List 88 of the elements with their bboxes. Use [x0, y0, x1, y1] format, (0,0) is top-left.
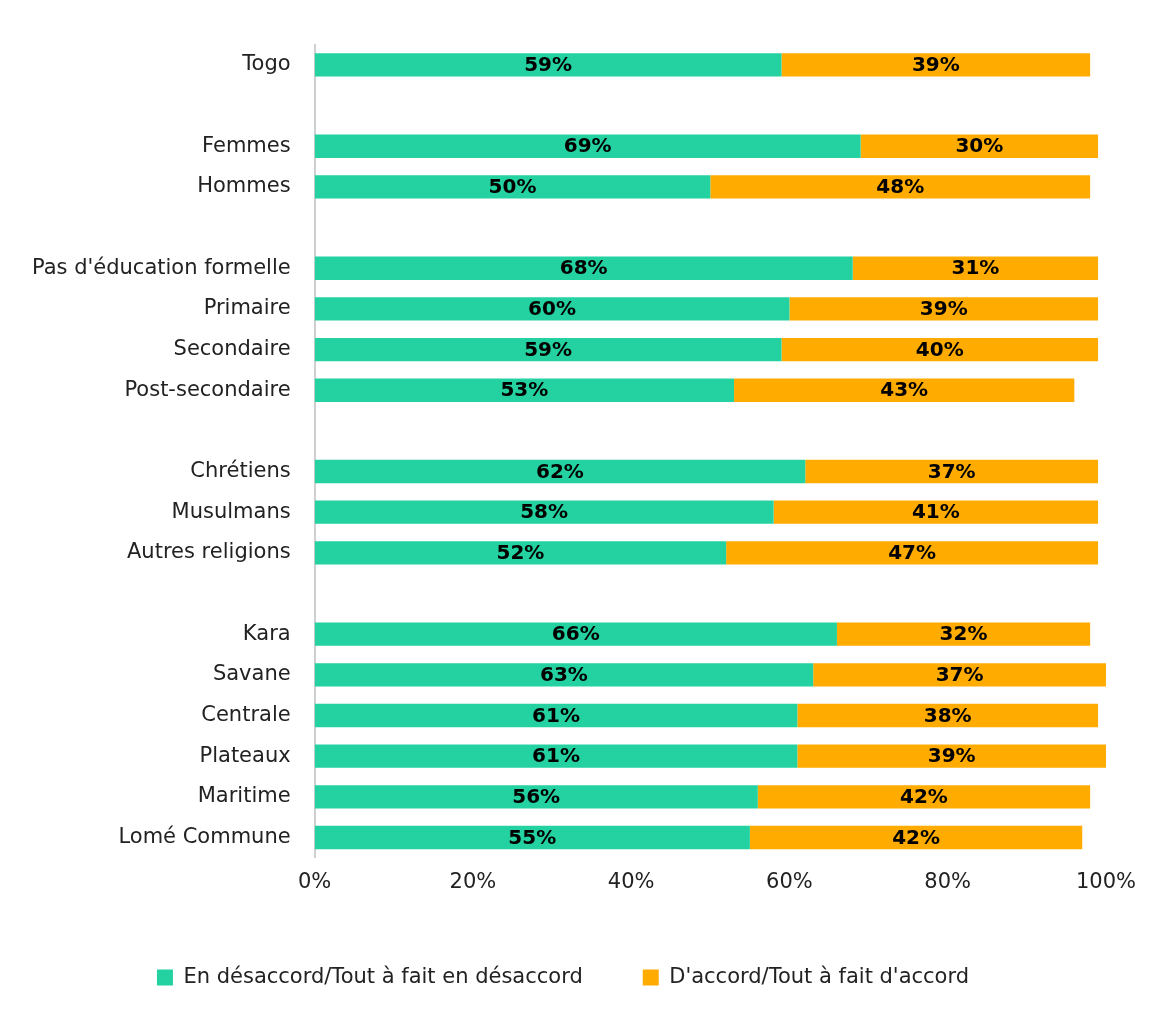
y-tick-label: Hommes	[197, 173, 291, 198]
y-tick-label: Secondaire	[173, 336, 291, 360]
x-tick-label: 100%	[1075, 868, 1137, 893]
data-label: 52%	[496, 540, 545, 565]
bar	[314, 53, 782, 77]
data-label: 69%	[563, 133, 612, 158]
y-tick-label: Chrétiens	[190, 457, 291, 482]
bar	[314, 337, 782, 362]
bar	[314, 256, 853, 280]
bar	[314, 622, 837, 646]
y-tick-label: Plateaux	[199, 742, 291, 767]
x-tick-label: 20%	[449, 868, 497, 893]
bar	[314, 134, 861, 158]
bar	[314, 825, 750, 850]
data-label: 37%	[935, 662, 984, 687]
y-tick-label: Autres religions	[127, 539, 291, 564]
bar	[314, 541, 727, 565]
bar	[710, 175, 1091, 199]
bar	[726, 541, 1099, 565]
bar	[773, 500, 1099, 524]
data-label: 41%	[911, 499, 960, 524]
data-label: 47%	[888, 540, 937, 565]
bar	[314, 744, 798, 768]
y-tick-label: Pas d'éducation formelle	[32, 254, 291, 279]
data-label: 39%	[927, 743, 976, 768]
data-label: 31%	[951, 255, 1000, 280]
data-label: 62%	[536, 458, 584, 483]
y-tick-label: Femmes	[202, 132, 291, 157]
data-label: 61%	[532, 702, 580, 727]
data-label: 68%	[559, 255, 608, 280]
bar	[757, 785, 1091, 809]
data-label: 53%	[500, 377, 549, 402]
data-label: 42%	[892, 824, 940, 849]
x-tick-label: 40%	[607, 868, 655, 893]
data-label: 42%	[900, 784, 948, 809]
data-label: 48%	[876, 174, 925, 199]
bar	[314, 703, 798, 728]
y-tick-label: Musulmans	[171, 498, 291, 523]
data-label: 56%	[512, 784, 561, 809]
bar	[797, 703, 1099, 728]
bar	[314, 175, 711, 199]
bar	[805, 459, 1099, 484]
data-label: 30%	[955, 133, 1004, 158]
bar	[314, 297, 790, 321]
bar	[314, 459, 806, 484]
bar	[789, 297, 1099, 321]
bar	[781, 337, 1099, 362]
bar	[852, 256, 1099, 280]
data-label: 59%	[524, 52, 573, 77]
bar	[734, 378, 1075, 402]
bar	[314, 500, 774, 524]
data-label: 66%	[551, 621, 600, 646]
bar	[781, 53, 1091, 77]
data-label: 38%	[923, 702, 972, 727]
y-tick-label: Lomé Commune	[118, 823, 291, 848]
y-tick-label: Primaire	[203, 295, 291, 320]
bar	[749, 825, 1083, 850]
bar	[314, 378, 735, 402]
y-tick-label: Maritime	[197, 783, 291, 808]
data-label: 60%	[528, 296, 576, 321]
bar	[314, 785, 758, 809]
data-label: 32%	[939, 621, 988, 646]
legend-label: D'accord/Tout à fait d'accord	[669, 963, 970, 988]
data-label: 50%	[488, 174, 537, 199]
data-label: 61%	[532, 743, 580, 768]
bar	[314, 663, 814, 687]
y-tick-label: Togo	[241, 51, 291, 76]
bar	[836, 622, 1091, 646]
bar	[860, 134, 1099, 158]
y-tick-label: Savane	[212, 661, 291, 686]
bar	[797, 744, 1106, 768]
x-tick-label: 80%	[924, 868, 972, 893]
data-label: 59%	[524, 336, 573, 361]
data-label: 39%	[911, 52, 960, 77]
data-label: 39%	[919, 296, 968, 321]
legend-label: En désaccord/Tout à fait en désaccord	[183, 963, 583, 988]
data-label: 40%	[915, 336, 964, 361]
data-label: 37%	[927, 458, 976, 483]
y-tick-label: Post-secondaire	[124, 376, 291, 401]
data-label: 55%	[508, 824, 557, 849]
bar	[813, 663, 1106, 687]
x-tick-label: 0%	[297, 868, 332, 893]
y-tick-label: Centrale	[201, 701, 291, 726]
data-label: 63%	[539, 662, 588, 687]
data-label: 43%	[880, 377, 929, 402]
y-tick-label: Kara	[242, 620, 291, 645]
data-label: 58%	[520, 499, 569, 524]
x-tick-label: 60%	[766, 868, 813, 893]
